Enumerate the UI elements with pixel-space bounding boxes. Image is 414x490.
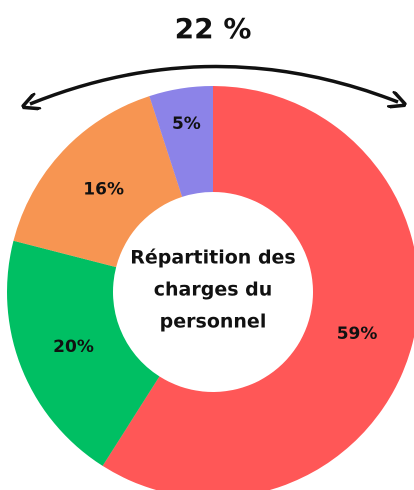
arrow (30, 64, 398, 104)
data-label: 59% (337, 324, 378, 344)
data-label: 16% (83, 179, 124, 199)
slice (13, 96, 183, 268)
slice (102, 86, 414, 490)
slice (7, 240, 160, 466)
slices (7, 86, 414, 490)
center-label: charges du (154, 279, 273, 301)
center-label: Répartition des (130, 247, 296, 269)
annotation: 22 % (175, 12, 252, 45)
slice (149, 86, 213, 197)
center-label: personnel (160, 311, 267, 333)
data-label: 20% (53, 337, 94, 357)
data-label: 5% (172, 114, 201, 134)
